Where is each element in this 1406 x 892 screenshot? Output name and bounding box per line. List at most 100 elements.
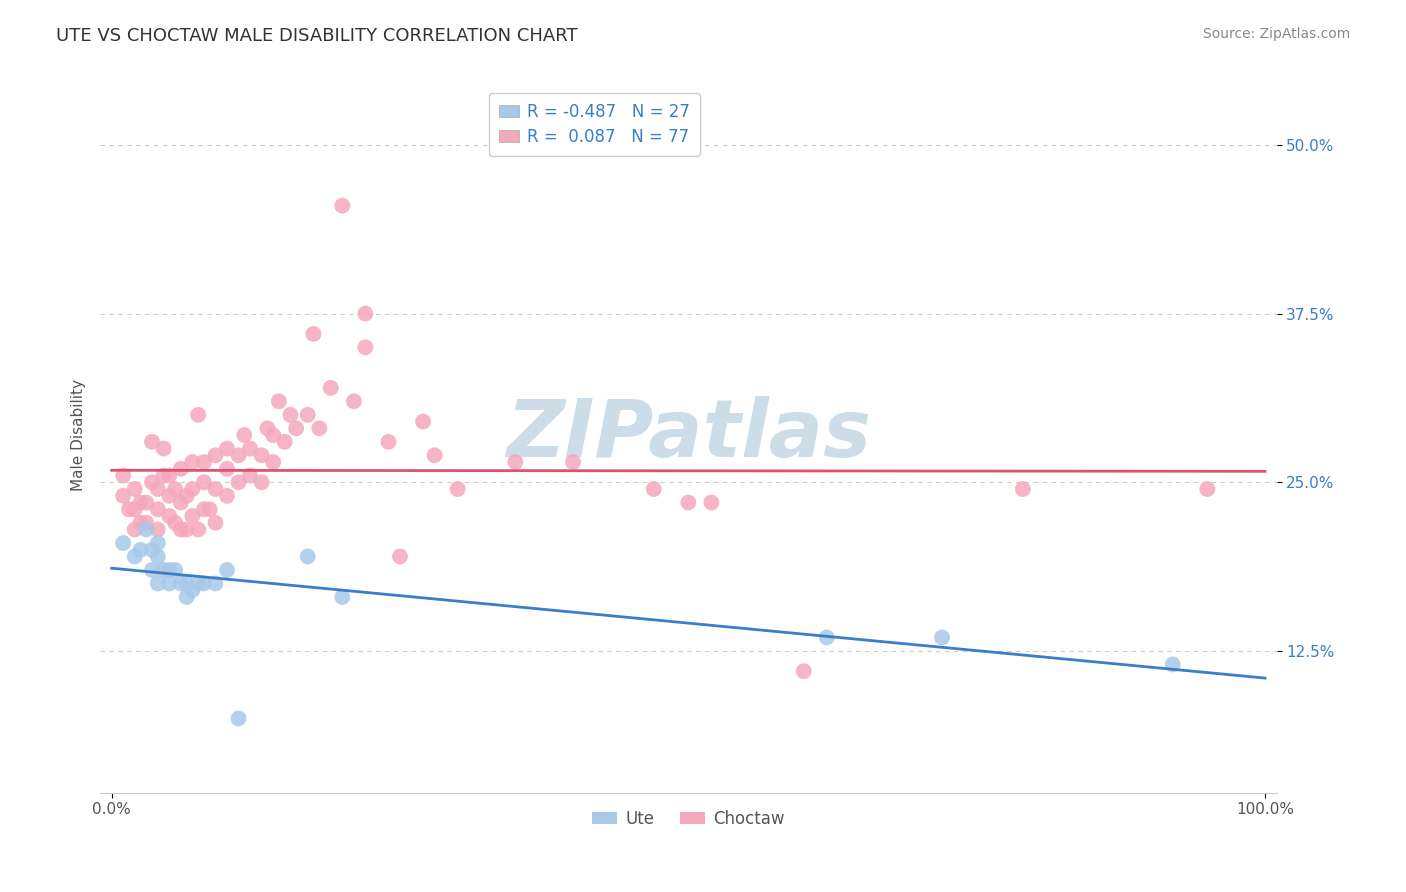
Point: [124, 502, 146, 516]
Point: [146, 536, 169, 550]
Point: [239, 468, 262, 483]
Point: [1197, 482, 1219, 496]
Point: [135, 495, 157, 509]
Point: [215, 462, 238, 476]
Point: [146, 482, 169, 496]
Point: [124, 523, 146, 537]
Point: [250, 448, 273, 462]
Point: [343, 394, 366, 409]
Point: [152, 468, 174, 483]
Point: [187, 523, 209, 537]
Point: [157, 489, 180, 503]
Point: [377, 434, 399, 449]
Point: [228, 475, 250, 490]
Point: [215, 442, 238, 456]
Point: [215, 563, 238, 577]
Text: Source: ZipAtlas.com: Source: ZipAtlas.com: [1202, 27, 1350, 41]
Point: [193, 576, 215, 591]
Point: [204, 448, 226, 462]
Point: [447, 482, 470, 496]
Point: [170, 462, 193, 476]
Point: [330, 199, 353, 213]
Point: [308, 421, 330, 435]
Y-axis label: Male Disability: Male Disability: [72, 379, 86, 491]
Point: [170, 576, 193, 591]
Point: [152, 442, 174, 456]
Point: [193, 475, 215, 490]
Point: [193, 455, 215, 469]
Point: [267, 394, 290, 409]
Point: [319, 381, 342, 395]
Point: [146, 576, 169, 591]
Legend: Ute, Choctaw: Ute, Choctaw: [585, 803, 792, 834]
Point: [262, 428, 284, 442]
Point: [129, 495, 152, 509]
Point: [124, 549, 146, 564]
Point: [146, 502, 169, 516]
Point: [181, 482, 204, 496]
Point: [152, 563, 174, 577]
Point: [193, 502, 215, 516]
Point: [129, 516, 152, 530]
Point: [170, 523, 193, 537]
Point: [280, 408, 302, 422]
Point: [129, 542, 152, 557]
Point: [505, 455, 527, 469]
Point: [262, 455, 284, 469]
Point: [330, 590, 353, 604]
Point: [118, 502, 141, 516]
Point: [146, 523, 169, 537]
Point: [228, 448, 250, 462]
Text: UTE VS CHOCTAW MALE DISABILITY CORRELATION CHART: UTE VS CHOCTAW MALE DISABILITY CORRELATI…: [56, 27, 578, 45]
Point: [176, 489, 198, 503]
Point: [187, 576, 209, 591]
Point: [181, 583, 204, 598]
Point: [141, 542, 163, 557]
Point: [793, 664, 815, 678]
Point: [112, 536, 135, 550]
Point: [176, 523, 198, 537]
Point: [239, 442, 262, 456]
Point: [165, 482, 187, 496]
Point: [141, 563, 163, 577]
Point: [141, 434, 163, 449]
Point: [233, 428, 256, 442]
Point: [170, 495, 193, 509]
Point: [678, 495, 700, 509]
Point: [157, 563, 180, 577]
Point: [204, 482, 226, 496]
Point: [931, 631, 953, 645]
Point: [215, 489, 238, 503]
Point: [297, 408, 319, 422]
Point: [815, 631, 838, 645]
Point: [146, 549, 169, 564]
Point: [135, 516, 157, 530]
Point: [176, 590, 198, 604]
Point: [198, 502, 221, 516]
Point: [124, 482, 146, 496]
Point: [1011, 482, 1033, 496]
Point: [1161, 657, 1184, 672]
Point: [112, 489, 135, 503]
Point: [700, 495, 723, 509]
Point: [181, 508, 204, 523]
Point: [228, 711, 250, 725]
Point: [157, 468, 180, 483]
Point: [157, 576, 180, 591]
Point: [643, 482, 665, 496]
Point: [412, 415, 434, 429]
Point: [302, 326, 325, 341]
Point: [187, 408, 209, 422]
Point: [354, 307, 377, 321]
Point: [562, 455, 585, 469]
Point: [250, 475, 273, 490]
Text: ZIPatlas: ZIPatlas: [506, 396, 870, 474]
Point: [423, 448, 446, 462]
Point: [204, 516, 226, 530]
Point: [204, 576, 226, 591]
Point: [297, 549, 319, 564]
Point: [135, 523, 157, 537]
Point: [165, 516, 187, 530]
Point: [388, 549, 411, 564]
Point: [273, 434, 295, 449]
